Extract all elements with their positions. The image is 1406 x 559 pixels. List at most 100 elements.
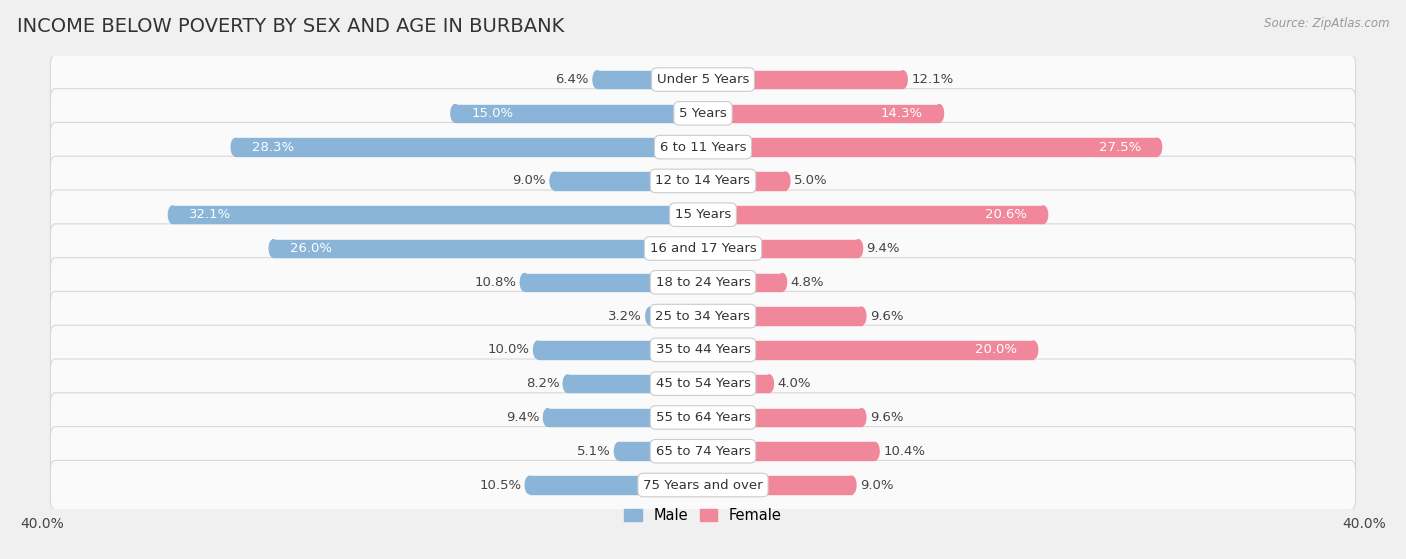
Text: Under 5 Years: Under 5 Years (657, 73, 749, 86)
Bar (703, 341, 1033, 359)
Ellipse shape (699, 476, 707, 494)
Bar (173, 206, 703, 224)
Ellipse shape (533, 341, 543, 359)
FancyBboxPatch shape (51, 393, 1355, 442)
FancyBboxPatch shape (51, 325, 1355, 375)
Ellipse shape (699, 138, 707, 156)
FancyBboxPatch shape (51, 190, 1355, 239)
Text: 10.0%: 10.0% (488, 343, 530, 357)
Text: 3.2%: 3.2% (609, 310, 643, 323)
Ellipse shape (451, 105, 460, 122)
Text: 25 to 34 Years: 25 to 34 Years (655, 310, 751, 323)
Legend: Male, Female: Male, Female (619, 502, 787, 529)
Ellipse shape (898, 71, 907, 88)
Bar (703, 307, 862, 325)
Ellipse shape (645, 307, 654, 325)
Ellipse shape (848, 476, 856, 494)
Text: 5.0%: 5.0% (794, 174, 828, 187)
Text: 14.3%: 14.3% (880, 107, 922, 120)
Bar (703, 375, 769, 392)
Ellipse shape (1039, 206, 1047, 224)
Ellipse shape (699, 273, 707, 291)
Ellipse shape (699, 206, 707, 224)
Text: 55 to 64 Years: 55 to 64 Years (655, 411, 751, 424)
Bar (650, 307, 703, 325)
Text: 8.2%: 8.2% (526, 377, 560, 390)
Ellipse shape (526, 476, 534, 494)
Ellipse shape (858, 409, 866, 427)
Bar (703, 273, 782, 291)
FancyBboxPatch shape (51, 55, 1355, 104)
Text: 9.4%: 9.4% (866, 242, 900, 255)
Text: 10.8%: 10.8% (474, 276, 516, 289)
Text: 20.6%: 20.6% (984, 208, 1026, 221)
Bar (703, 138, 1157, 156)
Text: 12 to 14 Years: 12 to 14 Years (655, 174, 751, 187)
Bar (568, 375, 703, 392)
FancyBboxPatch shape (51, 461, 1355, 510)
Bar (598, 71, 703, 88)
Ellipse shape (699, 375, 707, 392)
Ellipse shape (699, 409, 707, 427)
Text: Source: ZipAtlas.com: Source: ZipAtlas.com (1264, 17, 1389, 30)
Bar (703, 71, 903, 88)
FancyBboxPatch shape (51, 359, 1355, 408)
Ellipse shape (699, 375, 707, 392)
Ellipse shape (699, 105, 707, 122)
Ellipse shape (699, 206, 707, 224)
Ellipse shape (765, 375, 773, 392)
Ellipse shape (231, 138, 240, 156)
FancyBboxPatch shape (51, 122, 1355, 172)
Text: 5.1%: 5.1% (576, 445, 610, 458)
Bar (619, 443, 703, 460)
Text: INCOME BELOW POVERTY BY SEX AND AGE IN BURBANK: INCOME BELOW POVERTY BY SEX AND AGE IN B… (17, 17, 564, 36)
Ellipse shape (699, 138, 707, 156)
FancyBboxPatch shape (51, 427, 1355, 476)
Ellipse shape (1153, 138, 1161, 156)
Bar (703, 206, 1043, 224)
Text: 16 and 17 Years: 16 and 17 Years (650, 242, 756, 255)
Text: 28.3%: 28.3% (252, 141, 294, 154)
Ellipse shape (699, 172, 707, 190)
Text: 15 Years: 15 Years (675, 208, 731, 221)
Ellipse shape (699, 105, 707, 122)
Text: 15.0%: 15.0% (471, 107, 513, 120)
Text: 6 to 11 Years: 6 to 11 Years (659, 141, 747, 154)
Ellipse shape (520, 273, 529, 291)
Text: 26.0%: 26.0% (290, 242, 332, 255)
Bar (703, 172, 786, 190)
Ellipse shape (614, 443, 623, 460)
Ellipse shape (699, 409, 707, 427)
FancyBboxPatch shape (51, 291, 1355, 341)
Ellipse shape (699, 307, 707, 325)
Text: 65 to 74 Years: 65 to 74 Years (655, 445, 751, 458)
Ellipse shape (699, 341, 707, 359)
Ellipse shape (699, 172, 707, 190)
Bar (703, 476, 852, 494)
Bar (548, 409, 703, 427)
Bar (703, 240, 858, 257)
Text: 10.4%: 10.4% (883, 445, 925, 458)
Ellipse shape (699, 476, 707, 494)
Ellipse shape (699, 443, 707, 460)
Text: 35 to 44 Years: 35 to 44 Years (655, 343, 751, 357)
Ellipse shape (858, 307, 866, 325)
Bar (273, 240, 703, 257)
Text: 32.1%: 32.1% (190, 208, 232, 221)
Ellipse shape (699, 341, 707, 359)
Bar (703, 443, 875, 460)
Text: 10.5%: 10.5% (479, 479, 522, 491)
Ellipse shape (853, 240, 863, 257)
FancyBboxPatch shape (51, 157, 1355, 206)
Ellipse shape (699, 240, 707, 257)
Ellipse shape (778, 273, 786, 291)
Ellipse shape (699, 307, 707, 325)
Text: 4.8%: 4.8% (790, 276, 824, 289)
Ellipse shape (699, 71, 707, 88)
Ellipse shape (699, 443, 707, 460)
Ellipse shape (699, 273, 707, 291)
Bar (703, 105, 939, 122)
Ellipse shape (169, 206, 177, 224)
Ellipse shape (699, 71, 707, 88)
Text: 5 Years: 5 Years (679, 107, 727, 120)
